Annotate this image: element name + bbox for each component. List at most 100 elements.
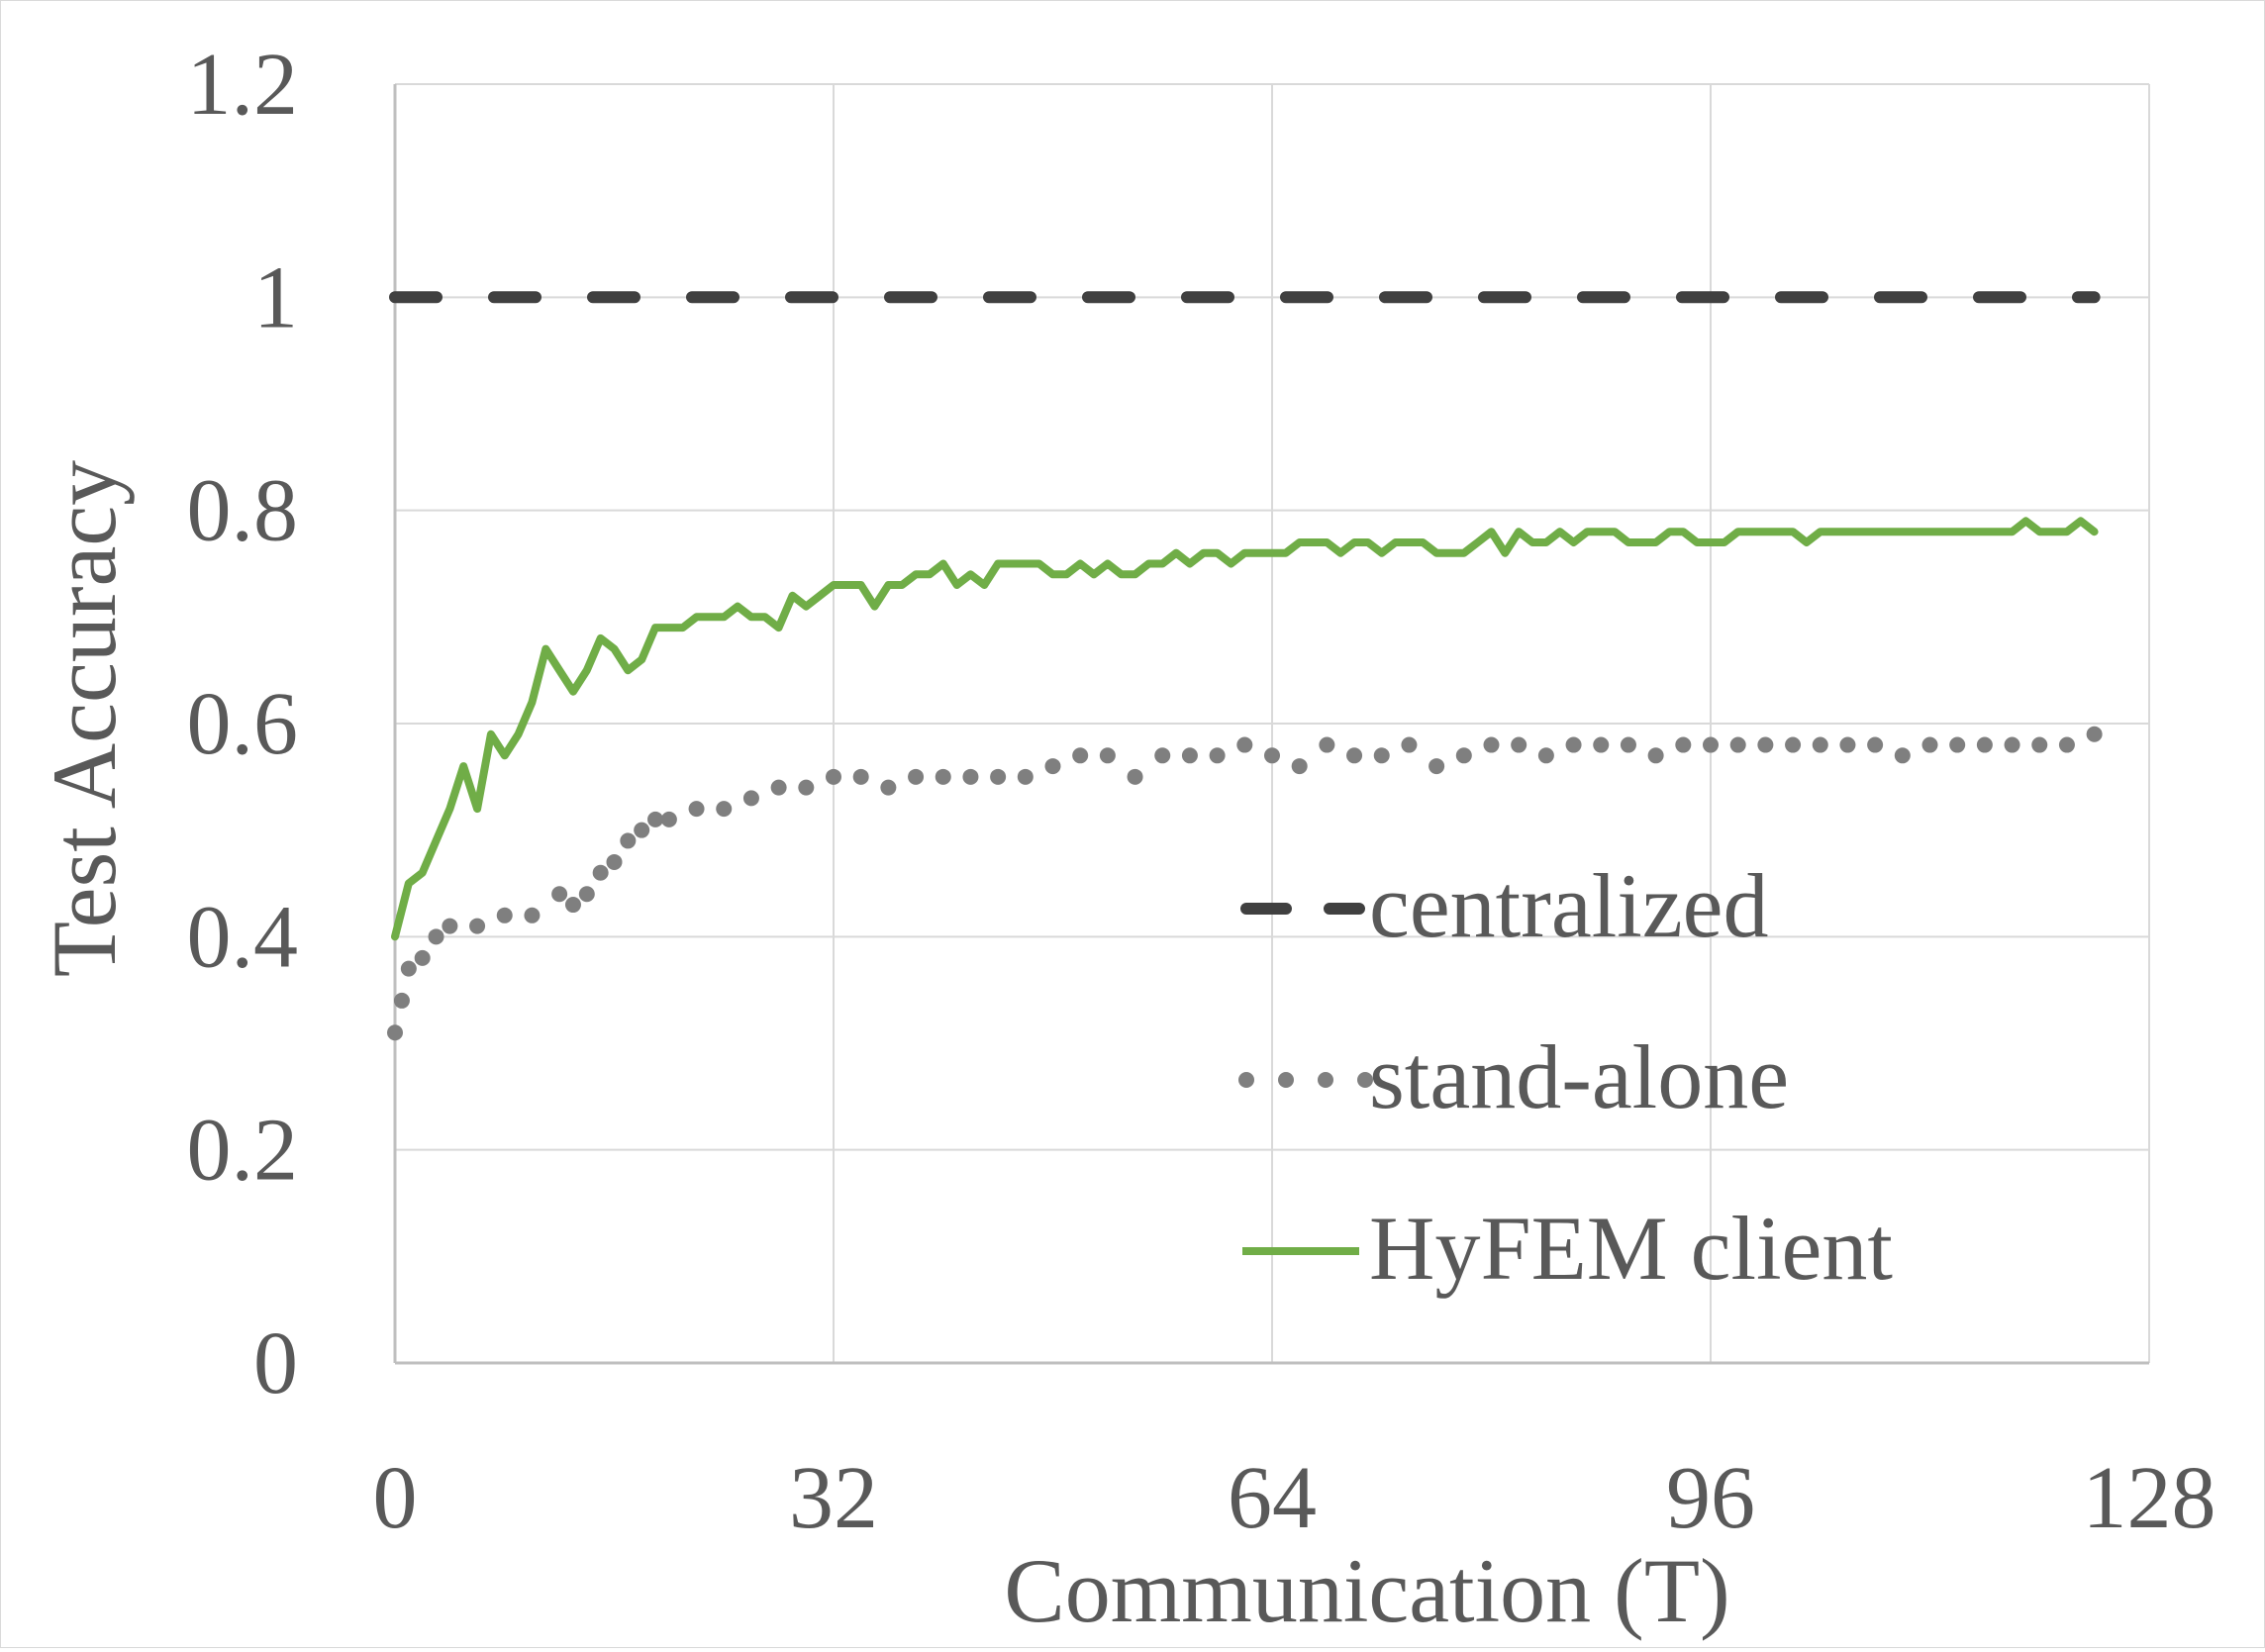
- series-stand-alone: [387, 726, 2103, 1041]
- data-point: [393, 992, 410, 1009]
- x-tick-label: 128: [2083, 1449, 2216, 1547]
- data-point: [716, 801, 733, 818]
- data-point: [620, 832, 637, 849]
- data-point: [1703, 736, 1719, 753]
- data-point: [880, 779, 897, 796]
- data-point: [2031, 736, 2048, 753]
- y-tick-label: 0.4: [187, 888, 299, 986]
- data-point: [742, 790, 759, 807]
- data-point: [1428, 758, 1445, 775]
- data-point: [428, 928, 444, 945]
- legend-swatch-dot: [1278, 1072, 1294, 1088]
- data-point: [1455, 747, 1472, 764]
- data-point: [1483, 736, 1500, 753]
- legend-item-centralized: centralized: [1240, 855, 1769, 956]
- data-point: [1209, 747, 1226, 764]
- gridlines: [393, 83, 2150, 1365]
- data-point: [1319, 736, 1335, 753]
- data-point: [592, 864, 609, 881]
- y-tick-label: 0: [253, 1314, 298, 1412]
- data-point: [634, 822, 650, 838]
- data-point: [798, 779, 815, 796]
- data-point: [496, 907, 513, 923]
- data-point: [962, 768, 979, 785]
- data-point: [1894, 747, 1911, 764]
- legend: centralized stand-alone HyFEM client: [1238, 855, 1893, 1299]
- data-point: [606, 853, 623, 870]
- data-point: [2058, 736, 2075, 753]
- data-point: [660, 811, 677, 827]
- legend-swatch-dot: [1318, 1072, 1333, 1088]
- data-point: [1812, 736, 1828, 753]
- y-tick-label: 0.2: [187, 1102, 299, 1200]
- x-tick-label: 0: [373, 1449, 418, 1547]
- y-tick-label: 0.6: [187, 675, 299, 773]
- data-point: [770, 779, 787, 796]
- x-tick-label: 32: [789, 1449, 878, 1547]
- data-point: [1593, 736, 1610, 753]
- data-point: [1373, 747, 1390, 764]
- data-point: [1072, 747, 1089, 764]
- data-point: [1236, 736, 1253, 753]
- data-point: [1729, 736, 1746, 753]
- data-point: [1181, 747, 1198, 764]
- data-point: [524, 907, 541, 923]
- legend-swatch-dot: [1357, 1072, 1373, 1088]
- y-tick-label: 1: [253, 248, 298, 346]
- x-tick-label: 64: [1228, 1449, 1317, 1547]
- data-point: [1785, 736, 1802, 753]
- data-point: [387, 1024, 403, 1041]
- data-point: [1757, 736, 1774, 753]
- data-point: [647, 811, 664, 827]
- data-point: [1291, 758, 1308, 775]
- data-point: [442, 918, 458, 934]
- legend-item-hyfem-client: HyFEM client: [1242, 1198, 1893, 1299]
- legend-item-stand-alone: stand-alone: [1238, 1026, 1789, 1127]
- legend-label: stand-alone: [1369, 1026, 1789, 1127]
- data-point: [935, 768, 951, 785]
- x-tick-label: 96: [1666, 1449, 1755, 1547]
- data-point: [551, 886, 568, 903]
- y-tick-label: 0.8: [187, 462, 299, 560]
- series-line-hyfem-client: [391, 517, 2099, 941]
- legend-swatch-dot: [1238, 1072, 1254, 1088]
- x-axis-ticks: 0 32 64 96 128: [373, 1449, 2216, 1547]
- x-axis-label: Communication (T): [1004, 1540, 1729, 1641]
- data-point: [1044, 758, 1061, 775]
- data-point: [1099, 747, 1116, 764]
- data-point: [1511, 736, 1527, 753]
- data-point: [1401, 736, 1418, 753]
- data-point: [1346, 747, 1363, 764]
- data-point: [1154, 747, 1171, 764]
- data-point: [1867, 736, 1884, 753]
- data-point: [1537, 747, 1554, 764]
- y-axis-ticks: 0 0.2 0.4 0.6 0.8 1 1.2: [187, 36, 299, 1412]
- data-point: [1264, 747, 1280, 764]
- data-point: [1839, 736, 1856, 753]
- data-point: [1675, 736, 1692, 753]
- data-point: [1620, 736, 1636, 753]
- data-point: [400, 960, 417, 977]
- legend-label: HyFEM client: [1369, 1198, 1893, 1299]
- data-point: [564, 897, 581, 914]
- data-point: [1017, 768, 1034, 785]
- y-axis-label: Test Accuracy: [34, 460, 135, 977]
- data-point: [1565, 736, 1582, 753]
- data-point: [1921, 736, 1938, 753]
- data-point: [990, 768, 1007, 785]
- data-point: [1647, 747, 1664, 764]
- data-point: [2086, 726, 2103, 742]
- data-point: [414, 949, 431, 966]
- data-point: [1976, 736, 1993, 753]
- data-point: [2004, 736, 2020, 753]
- data-point: [826, 768, 841, 785]
- data-point: [1127, 768, 1143, 785]
- data-point: [469, 918, 486, 934]
- data-point: [908, 768, 925, 785]
- series-layer: [387, 291, 2103, 1041]
- y-tick-label: 1.2: [187, 36, 299, 134]
- data-point: [852, 768, 869, 785]
- legend-label: centralized: [1369, 855, 1769, 956]
